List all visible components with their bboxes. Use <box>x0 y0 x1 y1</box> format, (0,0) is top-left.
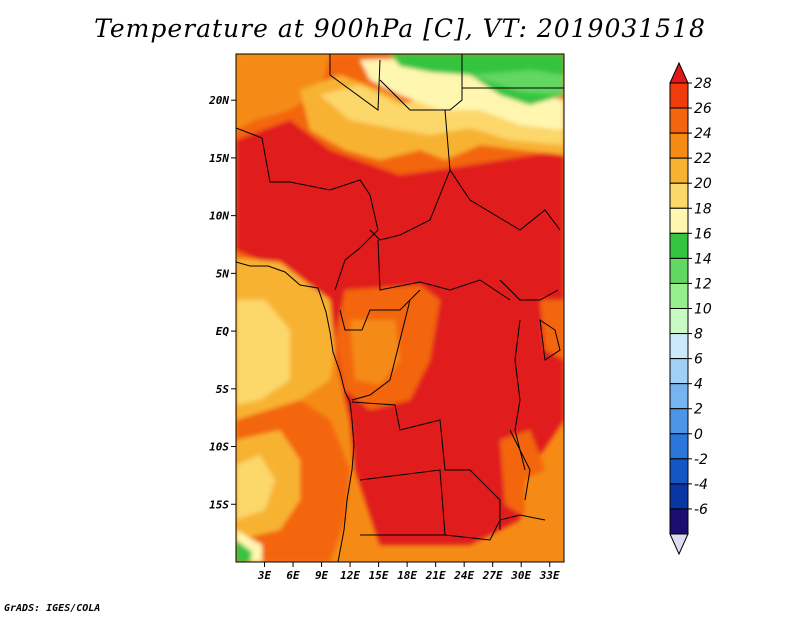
border-angola-drc <box>351 401 501 530</box>
credit-text: GrADS: IGES/COLA <box>4 603 101 614</box>
colorbar-swatch <box>669 132 689 159</box>
colorbar-swatch <box>669 333 689 360</box>
colorbar-label: 2 <box>694 402 703 418</box>
y-tick-label: EQ <box>216 325 230 338</box>
temperature-shading <box>236 54 564 562</box>
ocean-band-18 <box>236 300 290 405</box>
colorbar-swatch <box>669 182 689 209</box>
lake-victoria <box>539 318 561 361</box>
x-tick-label: 3E <box>257 569 272 582</box>
colorbar-swatch <box>669 308 689 335</box>
x-tick-label: 9E <box>315 569 329 582</box>
colorbar-swatch <box>669 82 689 109</box>
colorbar-label: 0 <box>694 427 703 443</box>
border-sudan-south <box>449 169 561 231</box>
border-south-sudan <box>499 279 559 301</box>
x-tick-label: 30E <box>510 569 531 582</box>
border-sahel-west <box>236 127 379 291</box>
band-22-nw <box>236 54 330 130</box>
west-coastline <box>236 261 355 562</box>
x-tick-label: 21E <box>425 569 446 582</box>
y-tick-label: 15N <box>209 152 229 165</box>
colorbar-label: 24 <box>694 126 712 142</box>
y-tick-label: 20N <box>208 94 229 107</box>
band-22-gabon <box>350 320 400 385</box>
x-tick-label: 6E <box>286 569 300 582</box>
colorbar-swatch <box>669 383 689 410</box>
colorbar-label: 10 <box>694 302 712 318</box>
colorbar-label: 4 <box>694 377 703 393</box>
y-tick-label: 15S <box>209 498 229 511</box>
country-boundaries <box>236 54 564 562</box>
colorbar-label: 22 <box>694 151 712 167</box>
colorbar-label: 6 <box>694 352 703 368</box>
border-cameroon-congo <box>339 289 421 331</box>
x-tick-label: 27E <box>482 569 503 582</box>
colorbar-swatch <box>669 107 689 134</box>
border-zambia-south <box>444 514 546 541</box>
colorbar-swatch <box>669 282 689 310</box>
chart-title: Temperature at 900hPa [C], VT: 201903151… <box>94 14 706 43</box>
band-22-southeast <box>525 470 560 560</box>
x-tick-label: 12E <box>340 569 360 582</box>
colorbar-label: -4 <box>694 477 708 493</box>
lake-malawi <box>509 429 531 501</box>
colorbar-label: 14 <box>694 251 712 267</box>
y-tick-label: 5S <box>216 383 230 396</box>
x-axis: 3E 6E 9E 12E 15E 18E 21E 24E 27E 30E 33E <box>257 562 560 582</box>
border-lakes <box>514 319 526 471</box>
band-14 <box>390 54 564 105</box>
colorbar-label: 20 <box>694 176 712 192</box>
colorbar-top-arrow <box>669 61 689 84</box>
border-chad <box>369 109 451 241</box>
colorbar-swatch <box>669 207 689 234</box>
colorbar-swatch <box>669 458 689 485</box>
y-tick-label: 10S <box>209 441 229 454</box>
colorbar-label: 28 <box>694 76 712 92</box>
band-12 <box>470 70 564 95</box>
colorbar-swatch <box>669 257 689 284</box>
colorbar-label: -6 <box>694 502 708 518</box>
border-congo-drc <box>351 299 411 401</box>
colorbar-label: 8 <box>694 327 703 343</box>
x-tick-label: 24E <box>453 569 474 582</box>
colorbar-swatch <box>669 232 689 259</box>
x-tick-label: 18E <box>397 569 417 582</box>
x-tick-label: 33E <box>539 569 560 582</box>
border-algeria-niger <box>329 54 381 111</box>
ocean-band-18-south <box>236 455 275 520</box>
y-axis: 20N 15N 10N 5N EQ 5S 10S 15S <box>208 94 236 511</box>
colorbar-bottom-arrow <box>669 533 689 556</box>
band-24-east <box>540 300 564 360</box>
colorbar-swatch <box>669 408 689 435</box>
plot-frame <box>235 53 565 563</box>
band-18 <box>320 85 564 145</box>
y-tick-label: 10N <box>209 210 229 223</box>
colorbar-swatch <box>669 508 689 535</box>
colorbar-swatch <box>669 483 689 510</box>
x-tick-label: 15E <box>369 569 389 582</box>
colorbar-label: 16 <box>694 226 712 242</box>
colorbar-swatch <box>669 157 689 184</box>
border-car <box>377 239 511 301</box>
colorbar-label: 26 <box>694 101 712 117</box>
colorbar-label: 18 <box>694 201 712 217</box>
ocean-band-14-sw <box>236 540 252 562</box>
colorbar-label: 12 <box>694 276 712 292</box>
temperature-field <box>236 54 564 562</box>
border-niger-libya <box>379 54 463 111</box>
colorbar-swatch <box>669 358 689 385</box>
colorbar-label: -2 <box>694 452 708 468</box>
colorbar-swatch <box>669 433 689 460</box>
y-tick-label: 5N <box>216 267 230 280</box>
